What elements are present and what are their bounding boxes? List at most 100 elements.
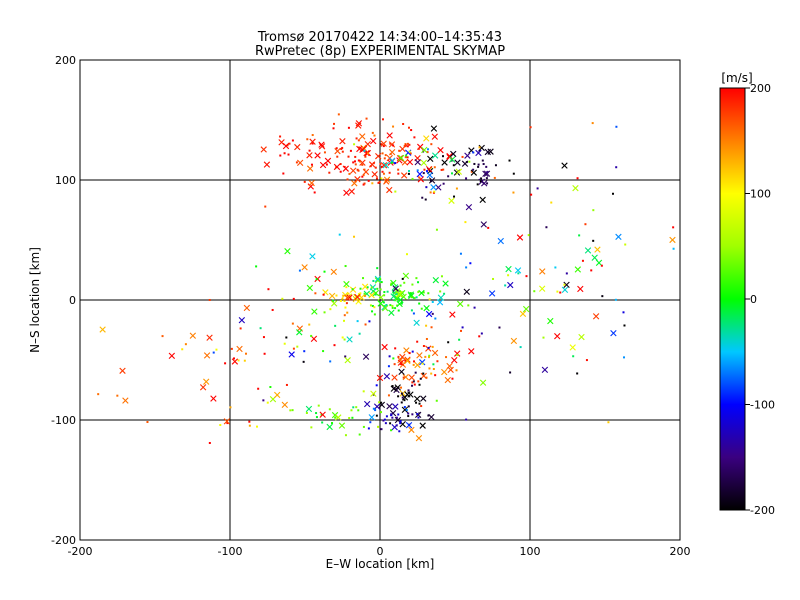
data-point	[430, 125, 438, 132]
data-point	[330, 268, 337, 276]
data-point	[343, 319, 346, 322]
data-point	[397, 168, 400, 171]
data-point	[380, 162, 388, 169]
data-point	[561, 286, 569, 293]
data-point	[572, 184, 579, 192]
data-point	[371, 171, 378, 178]
data-point	[282, 172, 285, 175]
data-point	[415, 277, 418, 280]
data-point	[380, 411, 383, 414]
data-point	[351, 416, 354, 419]
data-point	[370, 286, 373, 289]
data-point	[323, 270, 326, 273]
data-point	[479, 379, 487, 386]
plot-area: -200 -100 0 100 200 -200 -100 0 100 200	[51, 54, 690, 558]
data-point	[372, 407, 375, 410]
data-point	[382, 419, 385, 422]
data-point	[556, 290, 559, 293]
y-tick-label: -200	[51, 534, 76, 547]
data-point	[351, 288, 354, 291]
data-point	[262, 336, 265, 339]
data-point	[383, 294, 386, 297]
data-point	[561, 162, 568, 169]
data-point	[259, 327, 262, 330]
data-point	[412, 312, 415, 315]
data-point	[263, 352, 266, 355]
data-point	[578, 234, 581, 237]
data-point	[310, 426, 313, 429]
data-point	[446, 362, 453, 370]
data-point	[345, 286, 348, 289]
data-point	[397, 309, 400, 312]
data-point	[292, 297, 295, 300]
data-point	[669, 236, 676, 244]
data-point	[239, 327, 242, 330]
data-point	[390, 161, 393, 164]
data-point	[427, 292, 430, 295]
data-point	[357, 139, 360, 142]
data-point	[508, 159, 511, 162]
data-point	[376, 267, 379, 270]
data-point	[399, 420, 402, 423]
data-point	[336, 155, 339, 158]
data-point	[389, 422, 392, 425]
data-point	[425, 337, 428, 340]
data-point	[389, 157, 396, 164]
data-point	[274, 391, 281, 399]
data-point	[507, 274, 510, 277]
data-point	[400, 302, 403, 305]
data-point	[401, 277, 404, 280]
data-point	[369, 421, 372, 424]
data-point	[401, 396, 404, 399]
data-point	[394, 384, 401, 391]
data-point	[206, 334, 213, 341]
data-point	[245, 352, 248, 355]
data-point	[468, 348, 475, 355]
data-point	[611, 192, 614, 195]
data-point	[465, 177, 468, 180]
data-point	[405, 154, 408, 157]
data-point	[364, 140, 371, 148]
data-point	[383, 305, 386, 308]
data-point	[388, 148, 396, 156]
data-point	[232, 357, 235, 360]
data-point	[407, 389, 410, 392]
data-point	[576, 177, 579, 180]
data-point	[431, 312, 434, 315]
data-point	[380, 143, 383, 146]
data-point	[497, 237, 504, 245]
data-point	[199, 384, 207, 391]
data-point	[431, 300, 434, 303]
data-point	[288, 351, 295, 358]
data-point	[328, 292, 336, 300]
data-point	[574, 266, 582, 273]
data-point	[350, 167, 357, 174]
data-point	[411, 413, 414, 416]
data-point	[366, 286, 369, 289]
data-point	[404, 143, 407, 146]
data-point	[371, 310, 374, 313]
data-point	[283, 152, 286, 155]
data-point	[215, 348, 218, 351]
data-point	[563, 281, 570, 288]
data-point	[422, 172, 425, 175]
data-point	[592, 313, 600, 320]
data-point	[442, 182, 445, 185]
data-point	[382, 162, 390, 169]
data-point	[470, 169, 478, 176]
data-point	[363, 149, 366, 152]
data-point	[407, 415, 410, 418]
y-tick-label: 200	[55, 54, 76, 67]
colorbar-label: [m/s]	[721, 71, 752, 85]
data-point	[465, 203, 473, 211]
data-point	[387, 394, 390, 397]
data-point	[425, 324, 428, 327]
data-point	[392, 357, 395, 360]
data-point	[600, 264, 603, 267]
data-point	[288, 142, 291, 145]
colorbar-tick-label: 200	[750, 82, 771, 95]
data-point	[463, 288, 470, 295]
data-point	[422, 345, 425, 348]
data-point	[429, 191, 432, 194]
data-point	[622, 311, 625, 314]
